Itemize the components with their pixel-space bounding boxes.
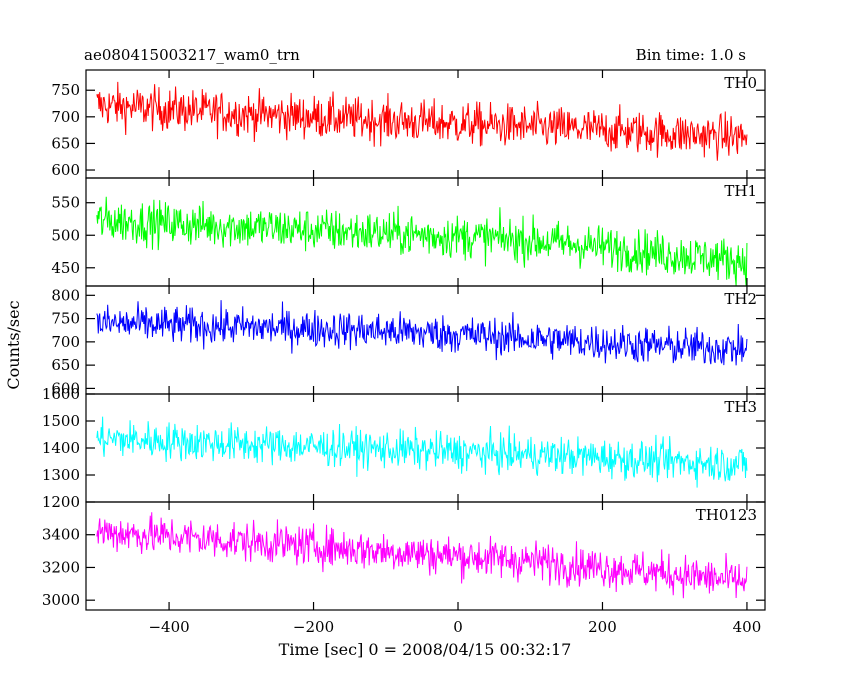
panel-label: TH1 <box>724 182 757 200</box>
y-tick-label: 600 <box>51 161 80 179</box>
y-tick-label: 1600 <box>42 385 80 403</box>
y-tick-label: 800 <box>51 286 80 304</box>
panel-frame <box>85 501 766 611</box>
y-tick-label: 3200 <box>42 558 80 576</box>
x-tick-label: 400 <box>733 618 762 636</box>
series-line-th1 <box>96 196 748 286</box>
bin-time-label: Bin time: 1.0 s <box>636 46 746 64</box>
x-tick-label: −400 <box>148 618 189 636</box>
panel-label: TH2 <box>724 290 757 308</box>
series-line-th0 <box>96 81 748 161</box>
panel-th3: 1200 1300 1400 1500 1600 TH3 <box>42 385 766 511</box>
y-tick-label: 650 <box>51 134 80 152</box>
y-tick-label: 750 <box>51 310 80 328</box>
chart-title: ae080415003217_wam0_trn <box>84 46 300 64</box>
panel-label: TH0123 <box>696 506 757 524</box>
x-axis-label: Time [sec] 0 = 2008/04/15 00:32:17 <box>279 640 572 659</box>
y-tick-label: 3400 <box>42 526 80 544</box>
series-line-th2 <box>96 300 748 366</box>
y-tick-label: 750 <box>51 81 80 99</box>
y-tick-label: 700 <box>51 333 80 351</box>
series-line-th0123 <box>96 512 748 599</box>
y-tick-label: 700 <box>51 108 80 126</box>
panel-frame <box>85 285 766 395</box>
y-tick-label: 550 <box>51 194 80 212</box>
series-line-th3 <box>96 416 748 488</box>
y-tick-label: 1200 <box>42 493 80 511</box>
panel-label: TH0 <box>724 74 757 92</box>
x-axis: −400 −200 0 200 400 <box>148 618 761 636</box>
x-tick-label: 0 <box>453 618 463 636</box>
y-tick-label: 1300 <box>42 466 80 484</box>
x-tick-label: 200 <box>588 618 617 636</box>
y-axis-label: Counts/sec <box>4 300 23 389</box>
y-tick-label: 500 <box>51 226 80 244</box>
x-tick-label: −200 <box>293 618 334 636</box>
y-tick-label: 3000 <box>42 591 80 609</box>
y-tick-label: 1500 <box>42 412 80 430</box>
y-tick-label: 1400 <box>42 439 80 457</box>
panel-th1: 450 500 550 TH1 <box>51 177 766 287</box>
panel-label: TH3 <box>724 398 757 416</box>
panels-group: 600 650 700 750 TH0 450 500 550 TH1 600 650 700 750 8… <box>42 69 766 611</box>
y-tick-label: 650 <box>51 356 80 374</box>
panel-th0123: 3000 3200 3400 TH0123 <box>42 501 766 611</box>
panel-th2: 600 650 700 750 800 TH2 <box>51 285 766 397</box>
panel-th0: 600 650 700 750 TH0 <box>51 69 766 179</box>
y-tick-label: 600 <box>51 379 80 397</box>
y-tick-label: 450 <box>51 259 80 277</box>
